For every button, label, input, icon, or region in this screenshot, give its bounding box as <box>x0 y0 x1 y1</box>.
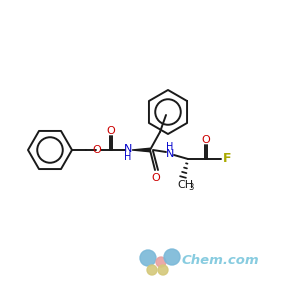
Text: H: H <box>166 142 174 152</box>
Circle shape <box>140 250 156 266</box>
Text: CH: CH <box>177 180 193 190</box>
Text: N: N <box>166 149 174 159</box>
Circle shape <box>164 249 180 265</box>
Text: Chem.com: Chem.com <box>182 254 260 266</box>
Circle shape <box>158 265 168 275</box>
Polygon shape <box>132 148 150 152</box>
Text: N: N <box>124 144 132 154</box>
Circle shape <box>147 265 157 275</box>
Text: H: H <box>124 152 132 162</box>
Text: O: O <box>152 173 160 183</box>
Text: O: O <box>93 145 101 155</box>
Text: 3: 3 <box>188 182 194 191</box>
Text: F: F <box>223 152 231 166</box>
Circle shape <box>156 257 166 267</box>
Text: O: O <box>202 135 210 145</box>
Text: O: O <box>106 126 116 136</box>
